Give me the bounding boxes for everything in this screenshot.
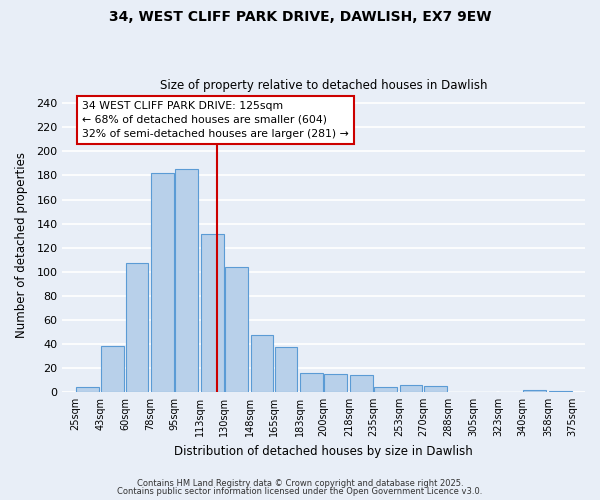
- Text: Contains public sector information licensed under the Open Government Licence v3: Contains public sector information licen…: [118, 487, 482, 496]
- Bar: [101, 346, 124, 392]
- Bar: [300, 372, 323, 392]
- Text: 34 WEST CLIFF PARK DRIVE: 125sqm
← 68% of detached houses are smaller (604)
32% : 34 WEST CLIFF PARK DRIVE: 125sqm ← 68% o…: [82, 101, 349, 139]
- Bar: [523, 390, 546, 392]
- Text: 34, WEST CLIFF PARK DRIVE, DAWLISH, EX7 9EW: 34, WEST CLIFF PARK DRIVE, DAWLISH, EX7 …: [109, 10, 491, 24]
- Bar: [275, 348, 298, 392]
- Bar: [151, 173, 174, 392]
- Bar: [225, 267, 248, 392]
- Bar: [400, 384, 422, 392]
- Bar: [175, 170, 198, 392]
- Bar: [374, 387, 397, 392]
- Bar: [549, 390, 572, 392]
- Text: Contains HM Land Registry data © Crown copyright and database right 2025.: Contains HM Land Registry data © Crown c…: [137, 478, 463, 488]
- Title: Size of property relative to detached houses in Dawlish: Size of property relative to detached ho…: [160, 79, 487, 92]
- Bar: [251, 336, 274, 392]
- Bar: [125, 264, 148, 392]
- Bar: [325, 374, 347, 392]
- X-axis label: Distribution of detached houses by size in Dawlish: Distribution of detached houses by size …: [175, 444, 473, 458]
- Bar: [350, 375, 373, 392]
- Bar: [424, 386, 446, 392]
- Bar: [76, 387, 98, 392]
- Bar: [201, 234, 224, 392]
- Y-axis label: Number of detached properties: Number of detached properties: [15, 152, 28, 338]
